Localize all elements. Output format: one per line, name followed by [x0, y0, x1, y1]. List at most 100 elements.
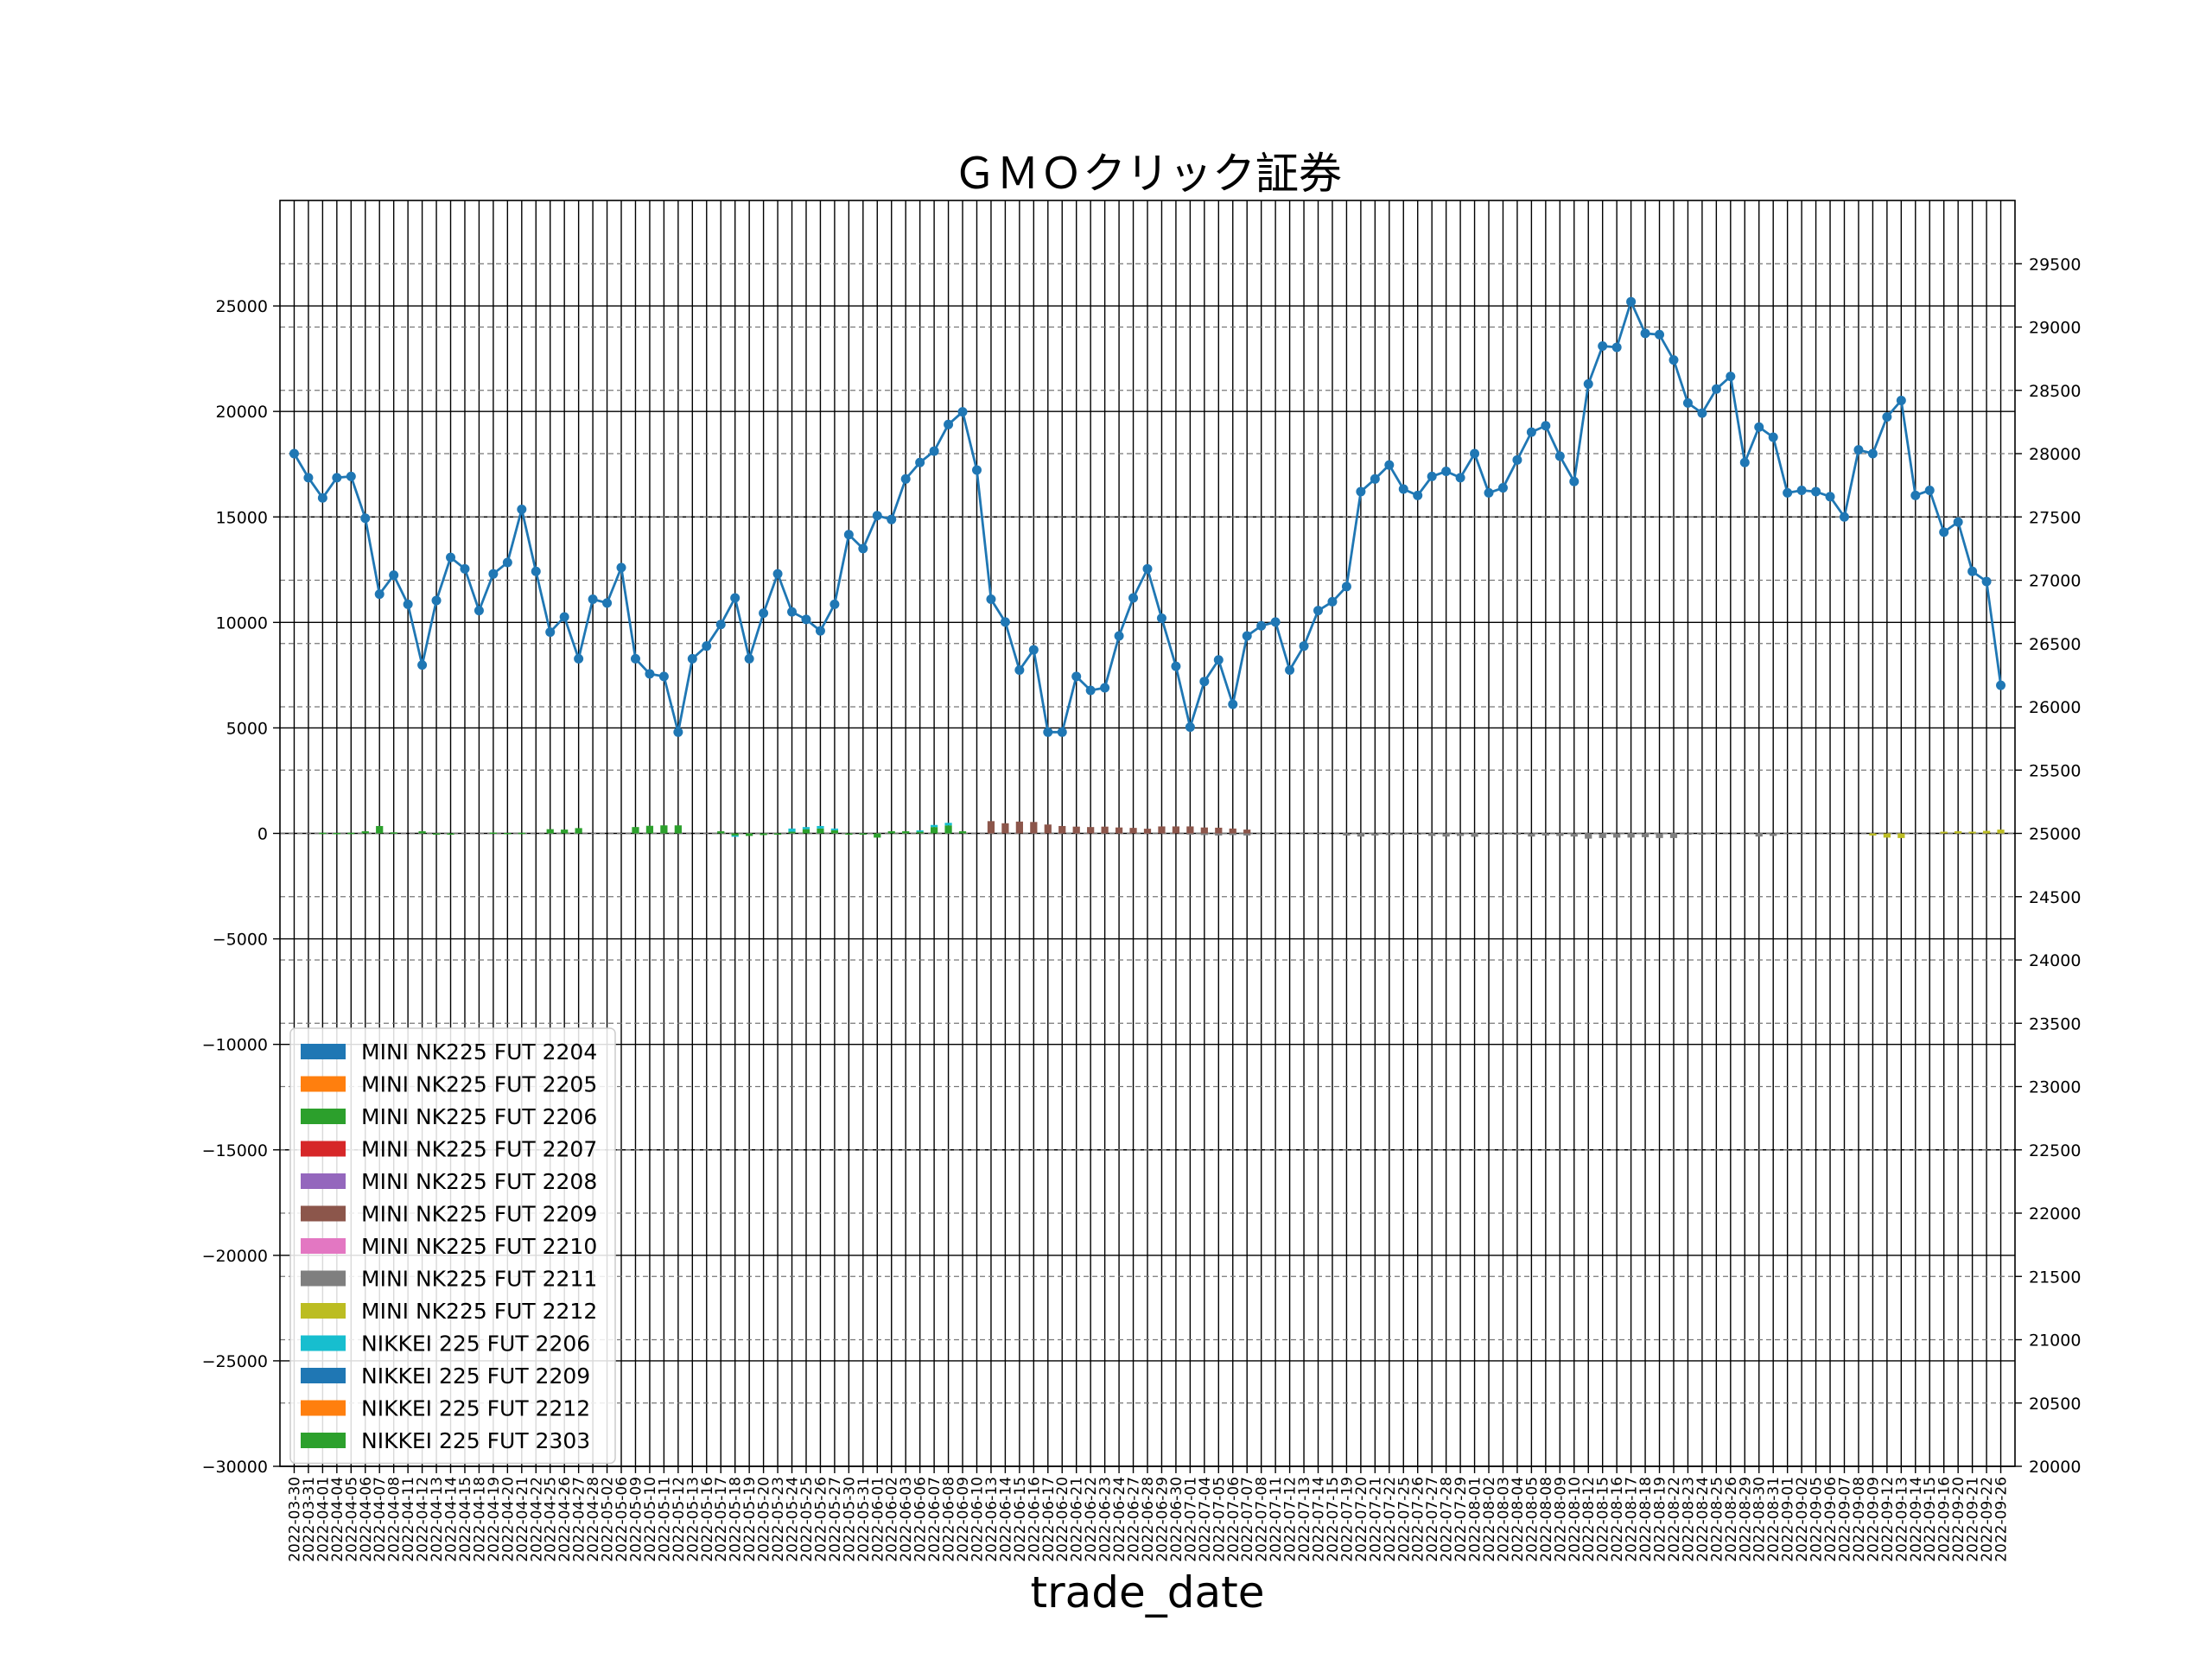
x-tick-label: 2022-05-02	[600, 1477, 617, 1562]
bar	[660, 825, 668, 834]
y-right-tick-label: 26500	[2029, 635, 2081, 654]
bar	[1072, 826, 1080, 834]
y-left-tick-label: −25000	[202, 1352, 268, 1371]
legend-label: MINI NK225 FUT 2204	[361, 1039, 597, 1065]
y-right-tick-label: 27500	[2029, 508, 2081, 527]
x-tick-label: 2022-09-02	[1794, 1477, 1811, 1562]
bar	[887, 831, 895, 834]
bar	[931, 824, 938, 828]
bar	[504, 833, 512, 835]
x-tick-label: 2022-08-10	[1567, 1477, 1584, 1562]
price-point	[1569, 476, 1580, 486]
y-right-tick-label: 29000	[2029, 319, 2081, 338]
bar	[802, 827, 810, 830]
price-point	[887, 514, 897, 524]
price-point	[702, 641, 712, 652]
price-point	[1470, 448, 1480, 459]
x-tick-label: 2022-03-30	[286, 1477, 303, 1562]
price-point	[944, 419, 954, 429]
bar	[1186, 833, 1194, 835]
legend-swatch	[301, 1173, 346, 1189]
x-tick-label: 2022-05-17	[713, 1477, 730, 1562]
price-point	[460, 563, 470, 574]
x-tick-label: 2022-07-11	[1268, 1477, 1285, 1562]
price-point	[1313, 606, 1324, 616]
bar	[817, 825, 824, 829]
bar	[1087, 827, 1095, 834]
x-ticks: 2022-03-302022-03-312022-04-012022-04-04…	[286, 1466, 2011, 1562]
price-point	[1242, 631, 1252, 641]
legend-swatch	[301, 1335, 346, 1351]
legend-label: NIKKEI 225 FUT 2212	[361, 1396, 590, 1421]
bar	[347, 832, 355, 835]
price-point	[1682, 397, 1693, 408]
bar	[1456, 833, 1465, 836]
bar	[1186, 826, 1194, 834]
bar	[561, 830, 569, 834]
x-tick-label: 2022-07-27	[1424, 1477, 1441, 1562]
price-point	[417, 660, 428, 671]
price-point	[1455, 473, 1465, 483]
bar	[845, 833, 853, 835]
price-point	[588, 594, 598, 604]
bar	[944, 825, 952, 834]
y-left-tick-label: 10000	[216, 613, 268, 632]
price-point	[1441, 467, 1452, 477]
price-point	[1270, 617, 1281, 627]
x-tick-label: 2022-06-13	[983, 1477, 1001, 1562]
y-left-tick-label: −5000	[213, 931, 268, 950]
bar	[1215, 827, 1223, 834]
y-right-tick-label: 24500	[2029, 888, 2081, 907]
price-point	[900, 474, 911, 484]
price-point	[517, 504, 527, 514]
x-tick-label: 2022-05-27	[827, 1477, 844, 1562]
price-point	[1796, 485, 1807, 495]
x-tick-label: 2022-04-01	[315, 1477, 332, 1562]
price-point	[1825, 492, 1835, 502]
price-point	[1085, 685, 1096, 696]
legend-swatch	[301, 1400, 346, 1416]
y-left-tick-label: 5000	[226, 719, 268, 738]
x-tick-label: 2022-07-06	[1225, 1477, 1243, 1562]
price-point	[1910, 490, 1921, 500]
price-point	[1128, 593, 1139, 603]
y-left-ticks: −30000 −25000 −20000 −15000 −10000 −5000 0 5000…	[202, 297, 280, 1477]
bar	[1484, 833, 1493, 835]
bar	[1968, 831, 1976, 834]
price-point	[1014, 665, 1025, 676]
legend-label: MINI NK225 FUT 2209	[361, 1202, 597, 1227]
price-point	[1000, 617, 1010, 627]
x-tick-label: 2022-07-05	[1211, 1477, 1228, 1562]
bar	[731, 833, 739, 836]
price-point	[658, 671, 669, 682]
bar	[760, 833, 767, 836]
bar	[1499, 833, 1507, 835]
price-point	[1327, 596, 1338, 607]
bar	[916, 830, 924, 832]
price-point	[1739, 457, 1750, 467]
bar	[830, 828, 839, 830]
price-point	[1256, 620, 1267, 631]
legend-label: MINI NK225 FUT 2211	[361, 1267, 597, 1292]
x-tick-label: 2022-04-15	[457, 1477, 474, 1562]
price-point	[1953, 517, 1963, 527]
x-tick-label: 2022-05-24	[785, 1477, 802, 1562]
x-tick-label: 2022-08-05	[1523, 1477, 1541, 1562]
x-tick-label: 2022-06-01	[869, 1477, 887, 1562]
price-point	[1598, 340, 1608, 351]
x-tick-label: 2022-04-25	[543, 1477, 560, 1562]
bar	[1585, 833, 1592, 839]
x-tick-label: 2022-05-23	[770, 1477, 787, 1562]
price-point	[971, 465, 982, 475]
bar	[1243, 830, 1251, 834]
price-point	[488, 569, 499, 579]
y-left-tick-label: −15000	[202, 1141, 268, 1160]
price-point	[1341, 582, 1351, 592]
bar	[489, 832, 497, 835]
bar	[1883, 833, 1891, 838]
x-tick-label: 2022-08-29	[1737, 1477, 1754, 1562]
x-tick-label: 2022-09-08	[1851, 1477, 1868, 1562]
price-point	[1697, 408, 1707, 418]
x-tick-label: 2022-07-13	[1296, 1477, 1313, 1562]
